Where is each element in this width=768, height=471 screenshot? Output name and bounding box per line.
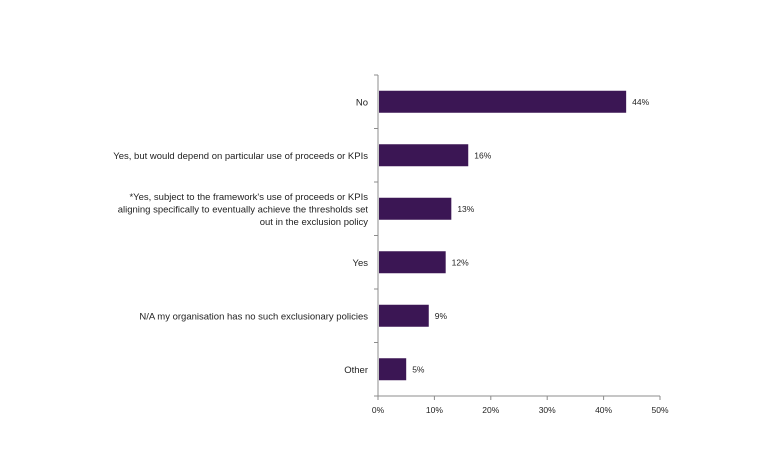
bar [379,304,429,327]
category-labels: No Yes, but would depend on particular us… [113,97,368,376]
data-label: 44% [632,97,649,107]
x-tick-label: 50% [651,405,668,415]
category-label: N/A my organisation has no such exclusio… [139,311,368,322]
category-label: aligning specifically to eventually achi… [118,204,369,215]
chart-axes [374,74,660,397]
category-label: out in the exclusion policy [260,217,369,228]
category-label: *Yes, subject to the framework's use of … [129,192,368,203]
x-axis-ticks: 0% 10% 20% 30% 40% 50% [372,396,669,415]
bar [379,197,452,220]
bar [379,358,407,381]
category-label: Yes, but would depend on particular use … [113,151,368,162]
x-tick-label: 10% [426,405,443,415]
data-label: 16% [474,150,491,160]
category-label: Other [344,365,368,376]
data-label: 13% [457,204,474,214]
x-tick-label: 20% [482,405,499,415]
data-labels: 44% 16% 13% 12% 9% 5% [412,97,649,375]
bar [379,144,469,167]
data-label: 9% [435,311,448,321]
chart-bars [379,90,627,381]
category-label: No [356,97,368,108]
data-label: 12% [452,257,469,267]
data-label: 5% [412,364,425,374]
x-tick-label: 30% [539,405,556,415]
x-tick-label: 0% [372,405,385,415]
bar [379,251,446,274]
category-label: Yes [353,258,369,269]
x-tick-label: 40% [595,405,612,415]
bar [379,90,627,113]
